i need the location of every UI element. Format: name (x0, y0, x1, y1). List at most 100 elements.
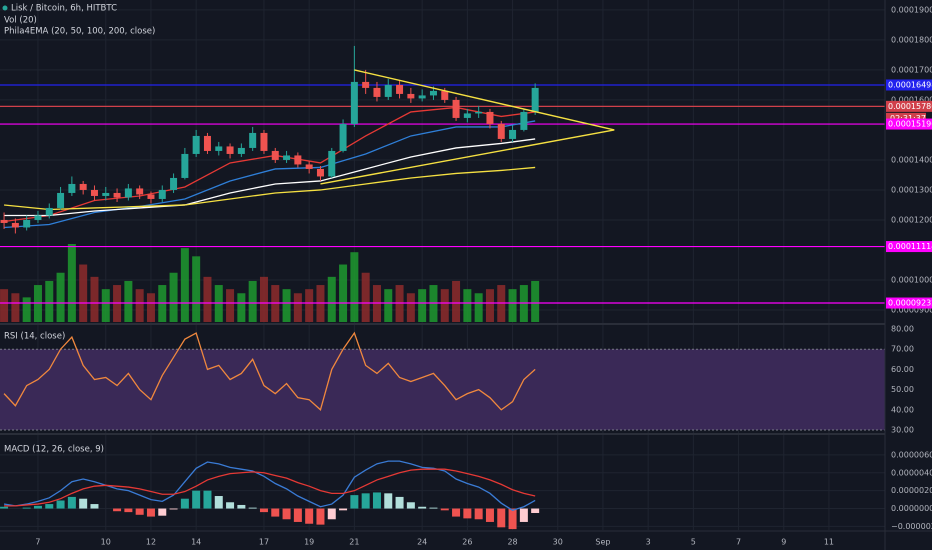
candle-body (497, 123, 505, 139)
candle-body (271, 150, 279, 160)
pane-titles: Lisk / Bitcoin, 6h, HITBTC Vol (20) Phil… (2, 4, 155, 455)
indicator-label: Phila4EMA (20, 50, 100, 200, close) (4, 27, 155, 37)
macd-histogram-bar (45, 504, 54, 509)
volume-bar (180, 248, 189, 322)
candle-body (531, 87, 539, 112)
macd-histogram-bar (282, 508, 291, 520)
volume-bar (339, 264, 348, 322)
candle-body (226, 146, 234, 154)
trendline (320, 129, 615, 185)
volume-bar (406, 293, 415, 322)
candle-body (429, 90, 437, 96)
ema-line (4, 120, 536, 229)
y-tick-label: 60.00 (891, 365, 914, 374)
trendline (354, 69, 615, 131)
volume-bar (485, 289, 494, 322)
volume-bar (0, 289, 9, 322)
volume-bar (282, 289, 291, 322)
price-level-label: 0.00015786 (888, 102, 932, 111)
x-tick-label: 14 (191, 538, 201, 547)
x-tick-label: 5 (691, 538, 696, 547)
candle-body (384, 84, 392, 97)
y-tick-label: 70.00 (891, 345, 914, 354)
volume-bar (146, 293, 155, 322)
macd-histogram-bar (485, 508, 494, 522)
chart-title: Lisk / Bitcoin, 6h, HITBTC (11, 4, 117, 14)
volume-bar (22, 297, 31, 322)
countdown-label: 02:31:37 (890, 114, 926, 123)
x-tick-label: 12 (146, 538, 156, 547)
candle-body (350, 81, 358, 124)
volume-bar (101, 289, 110, 322)
price-level-box (886, 79, 932, 91)
candle-body (102, 192, 110, 196)
volume-bar (508, 289, 517, 322)
x-tick-label: 30 (553, 538, 563, 547)
macd-histogram-bar (135, 508, 144, 515)
volume-bar (474, 293, 483, 322)
candle-body (475, 111, 483, 114)
y-tick-label: 40.00 (891, 405, 914, 414)
candle-body (237, 147, 245, 154)
macd-histogram-bar (293, 508, 302, 522)
macd-histogram-bar (384, 493, 393, 509)
candle-body (68, 183, 76, 193)
y-tick-label: 30.00 (891, 425, 914, 434)
volume-bar (192, 256, 201, 322)
candle-body (113, 192, 121, 198)
macd-histogram-bar (339, 508, 348, 511)
candle-body (520, 111, 528, 130)
countdown-box (886, 112, 926, 124)
x-tick-label: 28 (507, 538, 517, 547)
volume-bar (135, 289, 144, 322)
candle-body (34, 215, 42, 220)
macd-histogram-bar (316, 508, 325, 525)
macd-title: MACD (12, 26, close, 9) (4, 445, 104, 455)
candle-body (57, 192, 65, 208)
price-level-label: 0.00011114 (888, 242, 932, 251)
y-tick-label: 80.00 (891, 325, 914, 334)
price-level-box (886, 297, 932, 309)
macd-histogram-bar (0, 506, 9, 509)
price-level-box (886, 118, 932, 130)
macd-histogram-bar (79, 498, 88, 509)
volume-bar (79, 264, 88, 322)
candle-body (452, 99, 460, 118)
candle-body (170, 177, 178, 190)
volume-bar (248, 280, 257, 322)
macd-histogram-bar (67, 496, 76, 509)
candle-body (305, 164, 313, 169)
price-level-box (886, 100, 932, 112)
x-tick-label: 26 (462, 538, 472, 547)
macd-histogram-bar (56, 500, 65, 509)
y-tick-label: 0.00000000 (891, 504, 932, 513)
volume-bar (305, 289, 314, 322)
macd-histogram-bar (327, 508, 336, 520)
volume-bar (56, 272, 65, 322)
macd-histogram-bar (271, 508, 280, 517)
candle-body (396, 84, 404, 94)
volume-bar (531, 280, 540, 322)
macd-histogram-bar (463, 508, 472, 519)
macd-histogram-bar (406, 502, 415, 509)
macd-histogram-bar (259, 508, 268, 513)
macd-histogram-bar (305, 508, 314, 524)
volume-bar (259, 276, 268, 322)
price-level-label: 0.00015196 (888, 120, 932, 129)
candle-body (0, 219, 8, 223)
candle-body (203, 135, 211, 151)
price-level-label: 0.00016498 (888, 80, 932, 89)
volume-bar (452, 280, 461, 322)
candle-body (328, 150, 336, 177)
volume-bar (327, 276, 336, 322)
x-tick-label: 7 (35, 538, 40, 547)
macd-histogram-bar (33, 505, 42, 509)
macd-histogram-bar (508, 508, 517, 530)
